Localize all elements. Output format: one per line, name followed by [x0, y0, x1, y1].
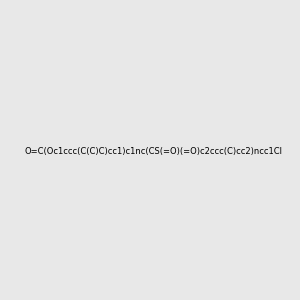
Text: O=C(Oc1ccc(C(C)C)cc1)c1nc(CS(=O)(=O)c2ccc(C)cc2)ncc1Cl: O=C(Oc1ccc(C(C)C)cc1)c1nc(CS(=O)(=O)c2cc… — [25, 147, 283, 156]
